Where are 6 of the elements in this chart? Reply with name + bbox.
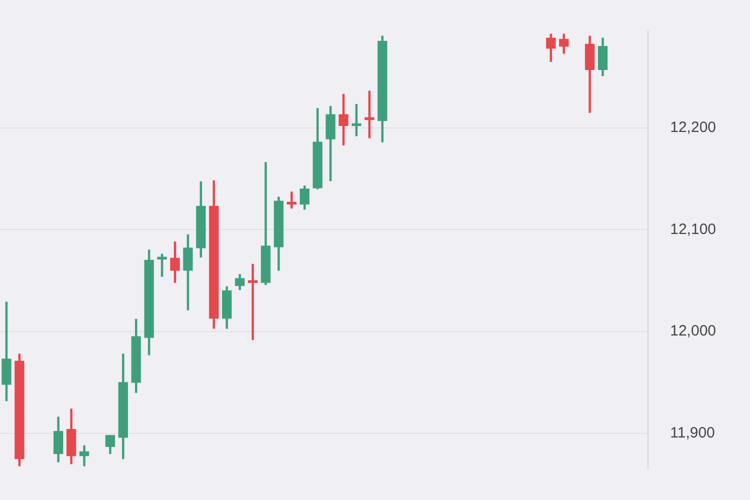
y-tick-label: 11,900 <box>670 424 715 442</box>
candlestick <box>286 192 296 209</box>
y-tick-label: 12,200 <box>670 118 716 136</box>
y-tick-label: 12,100 <box>670 220 716 238</box>
candlestick <box>248 264 258 340</box>
y-tick-label: 12,000 <box>670 322 716 340</box>
